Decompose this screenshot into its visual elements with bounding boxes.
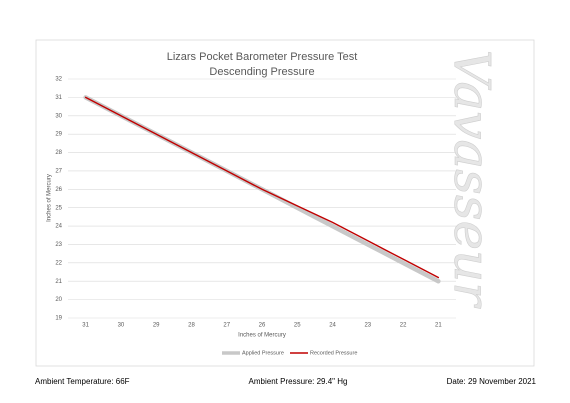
chart: Lizars Pocket Barometer Pressure Test De… xyxy=(35,39,535,367)
y-tick-label: 30 xyxy=(55,113,62,119)
chart-subtitle: Descending Pressure xyxy=(209,66,314,78)
footer-center: Ambient Pressure: 29.4" Hg xyxy=(248,377,348,386)
x-tick-label: 22 xyxy=(400,323,407,329)
y-tick-label: 21 xyxy=(55,279,62,285)
footer-right: Date: 29 November 2021 xyxy=(446,377,536,386)
x-tick-label: 23 xyxy=(364,323,371,329)
y-tick-label: 23 xyxy=(55,242,62,248)
x-tick-label: 28 xyxy=(188,323,195,329)
x-tick-label: 24 xyxy=(329,323,336,329)
y-axis-title: Inches of Mercury xyxy=(47,174,53,222)
y-tick-label: 28 xyxy=(55,150,62,156)
legend-label: Recorded Pressure xyxy=(310,350,357,356)
x-axis-title: Inches of Mercury xyxy=(238,333,286,339)
chart-title: Lizars Pocket Barometer Pressure Test xyxy=(167,51,358,63)
y-tick-label: 31 xyxy=(55,95,62,101)
x-tick-label: 27 xyxy=(223,323,230,329)
y-tick-label: 25 xyxy=(55,205,62,211)
series-line xyxy=(84,96,440,279)
watermark: Vavasseur xyxy=(443,50,501,309)
y-tick-label: 24 xyxy=(55,224,62,230)
y-tick-label: 22 xyxy=(55,260,62,266)
x-tick-label: 29 xyxy=(153,323,160,329)
y-tick-label: 19 xyxy=(55,316,62,322)
y-tick-label: 26 xyxy=(55,187,62,193)
x-tick-label: 31 xyxy=(82,323,89,329)
x-tick-label: 21 xyxy=(435,323,442,329)
y-tick-label: 29 xyxy=(55,132,62,138)
legend-label: Applied Pressure xyxy=(242,350,284,356)
x-tick-label: 30 xyxy=(118,323,125,329)
x-tick-label: 25 xyxy=(294,323,301,329)
y-tick-label: 20 xyxy=(55,297,62,303)
x-tick-label: 26 xyxy=(259,323,266,329)
footer-left: Ambient Temperature: 66F xyxy=(35,377,130,386)
y-tick-label: 32 xyxy=(55,77,62,83)
y-tick-label: 27 xyxy=(55,169,62,175)
